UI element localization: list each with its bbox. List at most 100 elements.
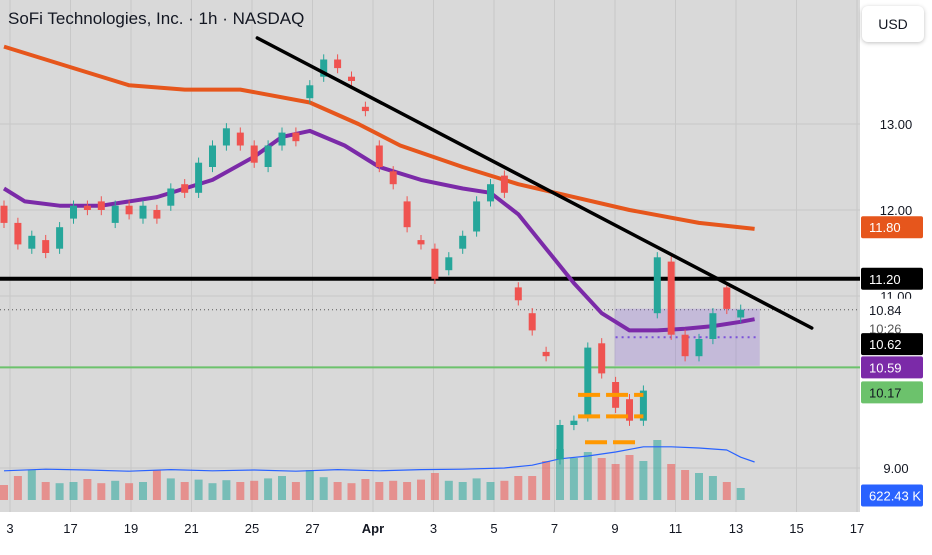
ma-purple-line	[2, 128, 755, 333]
moving-averages	[2, 44, 755, 472]
candle	[320, 59, 328, 77]
volume-bar	[639, 461, 648, 500]
volume-bar	[278, 476, 286, 500]
time-tick-label: 17	[850, 521, 864, 536]
volume-bar	[403, 482, 412, 500]
symbol-title[interactable]: SoFi Technologies, Inc. · 1h · NASDAQ	[8, 9, 305, 28]
price-tag-label: 11.80	[869, 220, 901, 235]
volume-bar	[41, 482, 50, 500]
volume-bar	[347, 483, 356, 500]
time-tick-label: 13	[729, 521, 743, 536]
price-tick-label: 9.00	[883, 461, 908, 476]
volume-bar	[611, 464, 620, 500]
candle	[667, 261, 675, 335]
candle	[334, 59, 342, 69]
candle	[709, 313, 717, 339]
volume-bars	[0, 440, 745, 500]
volume-bar	[305, 470, 314, 500]
candle	[375, 145, 383, 167]
volume-bar	[55, 483, 64, 500]
volume-bar	[514, 476, 523, 500]
candle	[97, 201, 105, 210]
ma-orange-line	[3, 44, 755, 231]
volume-bar	[125, 483, 134, 500]
time-tick-label: 21	[184, 521, 198, 536]
candle	[56, 227, 64, 249]
volume-bar	[500, 480, 509, 500]
candle	[389, 171, 397, 185]
time-axis-background	[0, 512, 932, 550]
volume-bar	[236, 482, 245, 500]
candle	[626, 399, 633, 421]
volume-bar	[319, 477, 328, 500]
volume-bar	[653, 440, 662, 500]
time-tick-label: 11	[669, 521, 683, 536]
orange-markers[interactable]	[578, 392, 644, 445]
time-axis: 3 17 19 21 25 27 Apr 3 5 7 9 11 13 15 17	[6, 521, 864, 536]
volume-bar	[667, 464, 676, 500]
candle	[723, 287, 731, 309]
candle	[306, 85, 314, 99]
currency-button[interactable]: USD	[862, 6, 924, 42]
candle	[459, 235, 467, 249]
price-tag-label: 10:26	[869, 322, 902, 337]
volume-bar	[597, 458, 606, 500]
volume-bar	[111, 480, 120, 500]
candle	[473, 201, 481, 232]
price-tick-label: 12.00	[880, 203, 913, 218]
volume-bar	[486, 482, 495, 500]
candle	[570, 420, 578, 425]
candle	[83, 205, 91, 210]
candle	[417, 240, 425, 245]
price-tick-label: 13.00	[880, 117, 913, 132]
candle	[695, 339, 703, 357]
volume-bar	[695, 473, 703, 500]
volume-bar	[736, 488, 745, 500]
volume-bar	[430, 473, 439, 500]
time-tick-label: 9	[611, 521, 618, 536]
volume-bar	[417, 479, 425, 500]
volume-bar	[361, 479, 370, 500]
volume-bar	[222, 480, 231, 500]
volume-bar	[0, 485, 8, 500]
time-tick-label: 3	[430, 521, 437, 536]
volume-bar	[333, 482, 342, 500]
price-tag-label: 11.20	[869, 272, 901, 287]
volume-bar	[625, 455, 634, 500]
candle	[542, 351, 550, 357]
candle	[431, 248, 439, 279]
candle	[500, 175, 508, 193]
volume-bar	[208, 483, 217, 500]
descending-trendline	[255, 36, 814, 330]
volume-bar	[458, 482, 467, 500]
time-tick-label: 27	[305, 521, 319, 536]
candle	[139, 205, 147, 219]
volume-bar	[194, 479, 203, 500]
volume-bar	[528, 476, 537, 500]
time-tick-label: Apr	[362, 521, 384, 536]
candle	[111, 205, 119, 223]
candle	[14, 222, 22, 245]
grid	[0, 0, 860, 512]
candle	[445, 257, 453, 271]
candle	[236, 132, 244, 146]
volume-bar	[472, 478, 481, 500]
trendline[interactable]	[255, 36, 814, 330]
price-tag-box	[861, 333, 923, 356]
candle	[125, 205, 133, 215]
volume-bar	[69, 482, 78, 500]
price-tag-label: 10.62	[869, 337, 902, 352]
price-axis-background	[860, 0, 932, 512]
candle	[584, 347, 592, 417]
candle	[361, 106, 369, 112]
candle	[278, 132, 286, 146]
plot-background	[0, 0, 860, 512]
volume-bar	[250, 480, 259, 500]
candle	[556, 425, 564, 460]
candle	[681, 334, 689, 357]
candle	[222, 128, 230, 146]
price-tag-box	[861, 216, 923, 239]
candle	[264, 145, 272, 167]
